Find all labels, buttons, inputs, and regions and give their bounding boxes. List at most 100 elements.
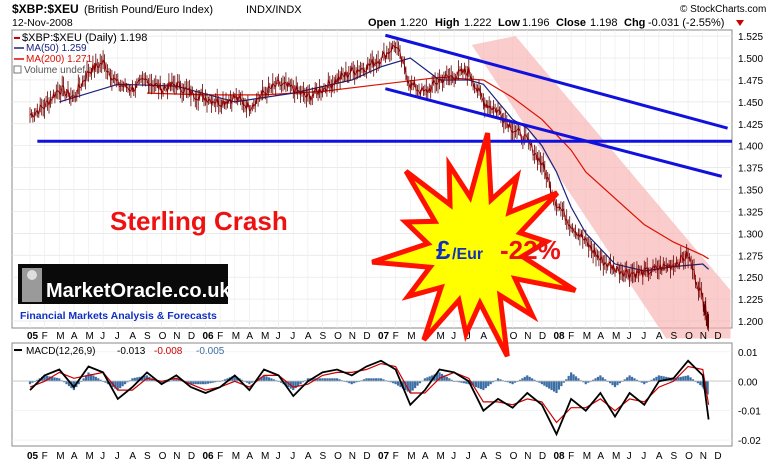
price-tick-label: 1.250 (738, 273, 763, 284)
x-tick-label-top: S (671, 331, 678, 342)
macd-hist-bar (682, 376, 685, 382)
macd-hist-bar (660, 375, 663, 382)
macd-hist-bar (492, 381, 495, 383)
macd-hist-bar (599, 375, 602, 382)
price-tick-label: 1.200 (738, 317, 763, 328)
macd-hist-bar (136, 377, 139, 382)
x-tick-label-bottom: M (612, 451, 620, 462)
price-tick-label: 1.450 (738, 98, 763, 109)
chg-down-arrow-icon (736, 20, 744, 26)
macd-hist-bar (672, 378, 675, 382)
open-value: 1.220 (400, 17, 428, 29)
macd-hist-bar (84, 375, 88, 382)
macd-hist-bar (455, 381, 458, 382)
macd-hist-bar (450, 379, 453, 382)
macd-hist-bar (104, 381, 107, 383)
macd-hist-bar (650, 379, 653, 382)
macd-hist-bar (109, 381, 112, 386)
macd-hist-bar (194, 381, 197, 385)
x-tick-label-bottom: J (451, 451, 456, 462)
x-tick-label-top: A (305, 331, 312, 342)
macd-hist-bar (28, 381, 32, 385)
macd-tick-label: 0.00 (738, 377, 758, 388)
macd-hist-bar (513, 381, 517, 383)
macd-hist-bar (399, 381, 402, 388)
macd-hist-bar (526, 375, 529, 382)
x-tick-label-bottom: A (71, 451, 78, 462)
x-tick-label-top: M (583, 331, 591, 342)
x-tick-label-bottom: J (290, 451, 295, 462)
macd-hist-bar (211, 381, 214, 383)
macd-hist-bar (448, 378, 451, 382)
macd-hist-bar (696, 381, 699, 384)
macd-hist-bar (589, 381, 592, 382)
macd-hist-bar (321, 378, 324, 382)
macd-hist-bar (613, 381, 617, 388)
x-tick-label-top: 05 (27, 331, 39, 342)
macd-hist-bar (277, 381, 280, 382)
x-tick-label-bottom: M (261, 451, 269, 462)
macd-hist-bar (187, 381, 190, 384)
macd-hist-bar (623, 379, 626, 382)
macd-hist-bar (243, 381, 246, 382)
macd-hist-bar (353, 381, 356, 384)
x-tick-label-bottom: A (480, 451, 487, 462)
x-tick-label-bottom: A (129, 451, 136, 462)
macd-hist-bar (267, 377, 270, 382)
macd-hist-bar (416, 381, 419, 386)
macd-hist-bar (489, 381, 492, 385)
open-label: Open (368, 17, 396, 29)
macd-hist-bar (199, 381, 202, 385)
x-tick-label-top: A (480, 331, 487, 342)
x-tick-label-bottom: M (407, 451, 415, 462)
macd-hist-bar (414, 381, 417, 389)
burst-pound: £ (436, 235, 451, 265)
macd-hist-bar (645, 381, 648, 383)
macd-hist-bar (533, 379, 536, 382)
macd-hist-bar (204, 381, 207, 385)
macd-hist-bar (233, 375, 236, 382)
macd-hist-bar (565, 379, 568, 382)
x-tick-label-top: D (714, 331, 721, 342)
macd-hist-bar (453, 381, 456, 382)
x-tick-label-top: J (115, 331, 120, 342)
macd-hist-bar (223, 379, 227, 382)
x-tick-label-top: M (407, 331, 415, 342)
x-tick-label-bottom: 08 (554, 451, 566, 462)
macd-hist-bar (53, 377, 56, 382)
x-tick-label-top: J (290, 331, 295, 342)
low-value: 1.196 (522, 17, 550, 29)
price-tick-label: 1.275 (738, 251, 763, 262)
macd-hist-bar (345, 381, 348, 383)
macd-hist-bar (357, 381, 361, 382)
x-tick-label-bottom: D (363, 451, 370, 462)
macd-hist-bar (245, 381, 249, 383)
macd-hist-bar (487, 381, 490, 387)
macd-hist-bar (214, 381, 217, 383)
x-tick-label-top: J (641, 331, 646, 342)
x-tick-label-top: F (393, 331, 399, 342)
macd-hist-bar (552, 381, 556, 392)
x-tick-label-bottom: O (334, 451, 342, 462)
macd-hist-bar (299, 381, 302, 385)
x-tick-label-bottom: S (320, 451, 327, 462)
macd-hist-bar (333, 378, 336, 382)
macd-hist-bar (560, 381, 563, 387)
macd-hist-bar (570, 372, 573, 382)
x-tick-label-top: A (597, 331, 604, 342)
macd-hist-bar (143, 375, 146, 382)
x-tick-label-bottom: N (700, 451, 707, 462)
macd-hist-bar (621, 381, 624, 382)
x-tick-label-bottom: M (86, 451, 94, 462)
macd-signal-value: -0.008 (154, 346, 183, 357)
x-tick-label-bottom: F (568, 451, 574, 462)
macd-value: -0.013 (117, 346, 146, 357)
macd-hist-bar (323, 378, 327, 382)
macd-hist-bar (523, 376, 526, 382)
macd-hist-bar (567, 375, 570, 382)
macd-hist-bar (155, 381, 158, 382)
macd-hist-bar (160, 381, 163, 385)
macd-hist-bar (350, 381, 353, 385)
macd-hist-bar (292, 381, 295, 391)
macd-hist-bar (677, 377, 680, 382)
